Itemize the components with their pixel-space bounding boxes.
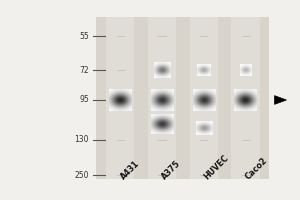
Text: 250: 250	[74, 171, 89, 180]
Bar	[231, 17, 260, 179]
Text: 55: 55	[79, 32, 89, 41]
Text: HUVEC: HUVEC	[202, 153, 230, 181]
Text: 130: 130	[74, 135, 89, 144]
Bar	[106, 17, 134, 179]
Text: Caco2: Caco2	[244, 156, 270, 181]
Bar	[190, 17, 218, 179]
Polygon shape	[274, 96, 286, 104]
Text: 95: 95	[79, 95, 89, 104]
Text: A431: A431	[118, 159, 141, 181]
Text: 72: 72	[79, 66, 89, 75]
Text: A375: A375	[160, 159, 183, 181]
Bar	[148, 17, 176, 179]
Bar	[96, 17, 269, 179]
